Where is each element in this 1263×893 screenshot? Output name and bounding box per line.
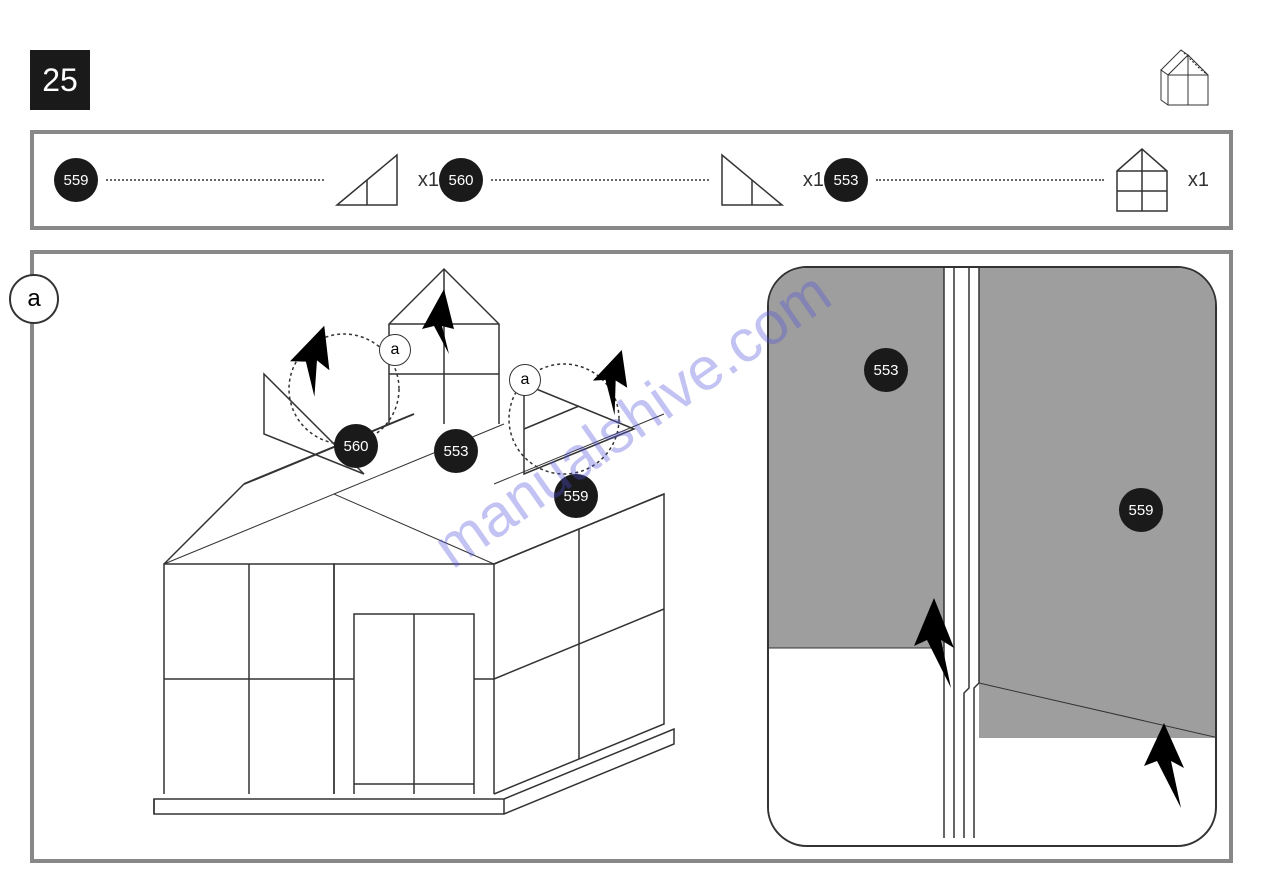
parts-panel: 559 x1 560 x1 (30, 130, 1233, 230)
callout-number: 559 (563, 488, 588, 505)
part-item: 553 x1 (824, 146, 1209, 214)
callout-badge: 560 (334, 424, 378, 468)
overview-greenhouse-icon (1153, 45, 1223, 115)
detail-reference-marker: a (509, 364, 541, 396)
part-shape-gable-frame-icon (1112, 146, 1172, 214)
callout-badge: 553 (864, 348, 908, 392)
part-number: 559 (63, 172, 88, 189)
detail-panel-label: a (9, 274, 59, 324)
dotted-leader (876, 179, 1104, 181)
part-number: 560 (448, 172, 473, 189)
callout-number: 553 (443, 443, 468, 460)
part-quantity: x1 (1188, 169, 1209, 192)
detail-label-text: a (27, 285, 40, 313)
reference-label: a (521, 371, 530, 389)
part-number: 553 (833, 172, 858, 189)
part-number-badge: 553 (824, 158, 868, 202)
callout-badge: 553 (434, 429, 478, 473)
callout-badge: 559 (1119, 488, 1163, 532)
assembly-drawing: 560 553 559 a a (34, 254, 734, 859)
page: 25 559 x1 (0, 0, 1263, 893)
part-quantity: x1 (803, 169, 824, 192)
part-shape-triangle-right-icon (717, 150, 787, 210)
dotted-leader (106, 179, 324, 181)
main-assembly-panel: 560 553 559 a a (30, 250, 1233, 863)
step-number-badge: 25 (30, 50, 90, 110)
callout-number: 553 (873, 362, 898, 379)
detail-drawing-icon (769, 268, 1217, 838)
detail-panel: 553 559 (767, 266, 1217, 847)
detail-reference-marker: a (379, 334, 411, 366)
dotted-leader (491, 179, 709, 181)
part-number-badge: 559 (54, 158, 98, 202)
part-item: 559 x1 (54, 150, 439, 210)
part-item: 560 x1 (439, 150, 824, 210)
part-quantity: x1 (418, 169, 439, 192)
callout-number: 560 (343, 438, 368, 455)
callout-number: 559 (1128, 502, 1153, 519)
part-number-badge: 560 (439, 158, 483, 202)
step-number: 25 (42, 62, 78, 99)
callout-badge: 559 (554, 474, 598, 518)
part-shape-triangle-left-icon (332, 150, 402, 210)
reference-label: a (391, 341, 400, 359)
